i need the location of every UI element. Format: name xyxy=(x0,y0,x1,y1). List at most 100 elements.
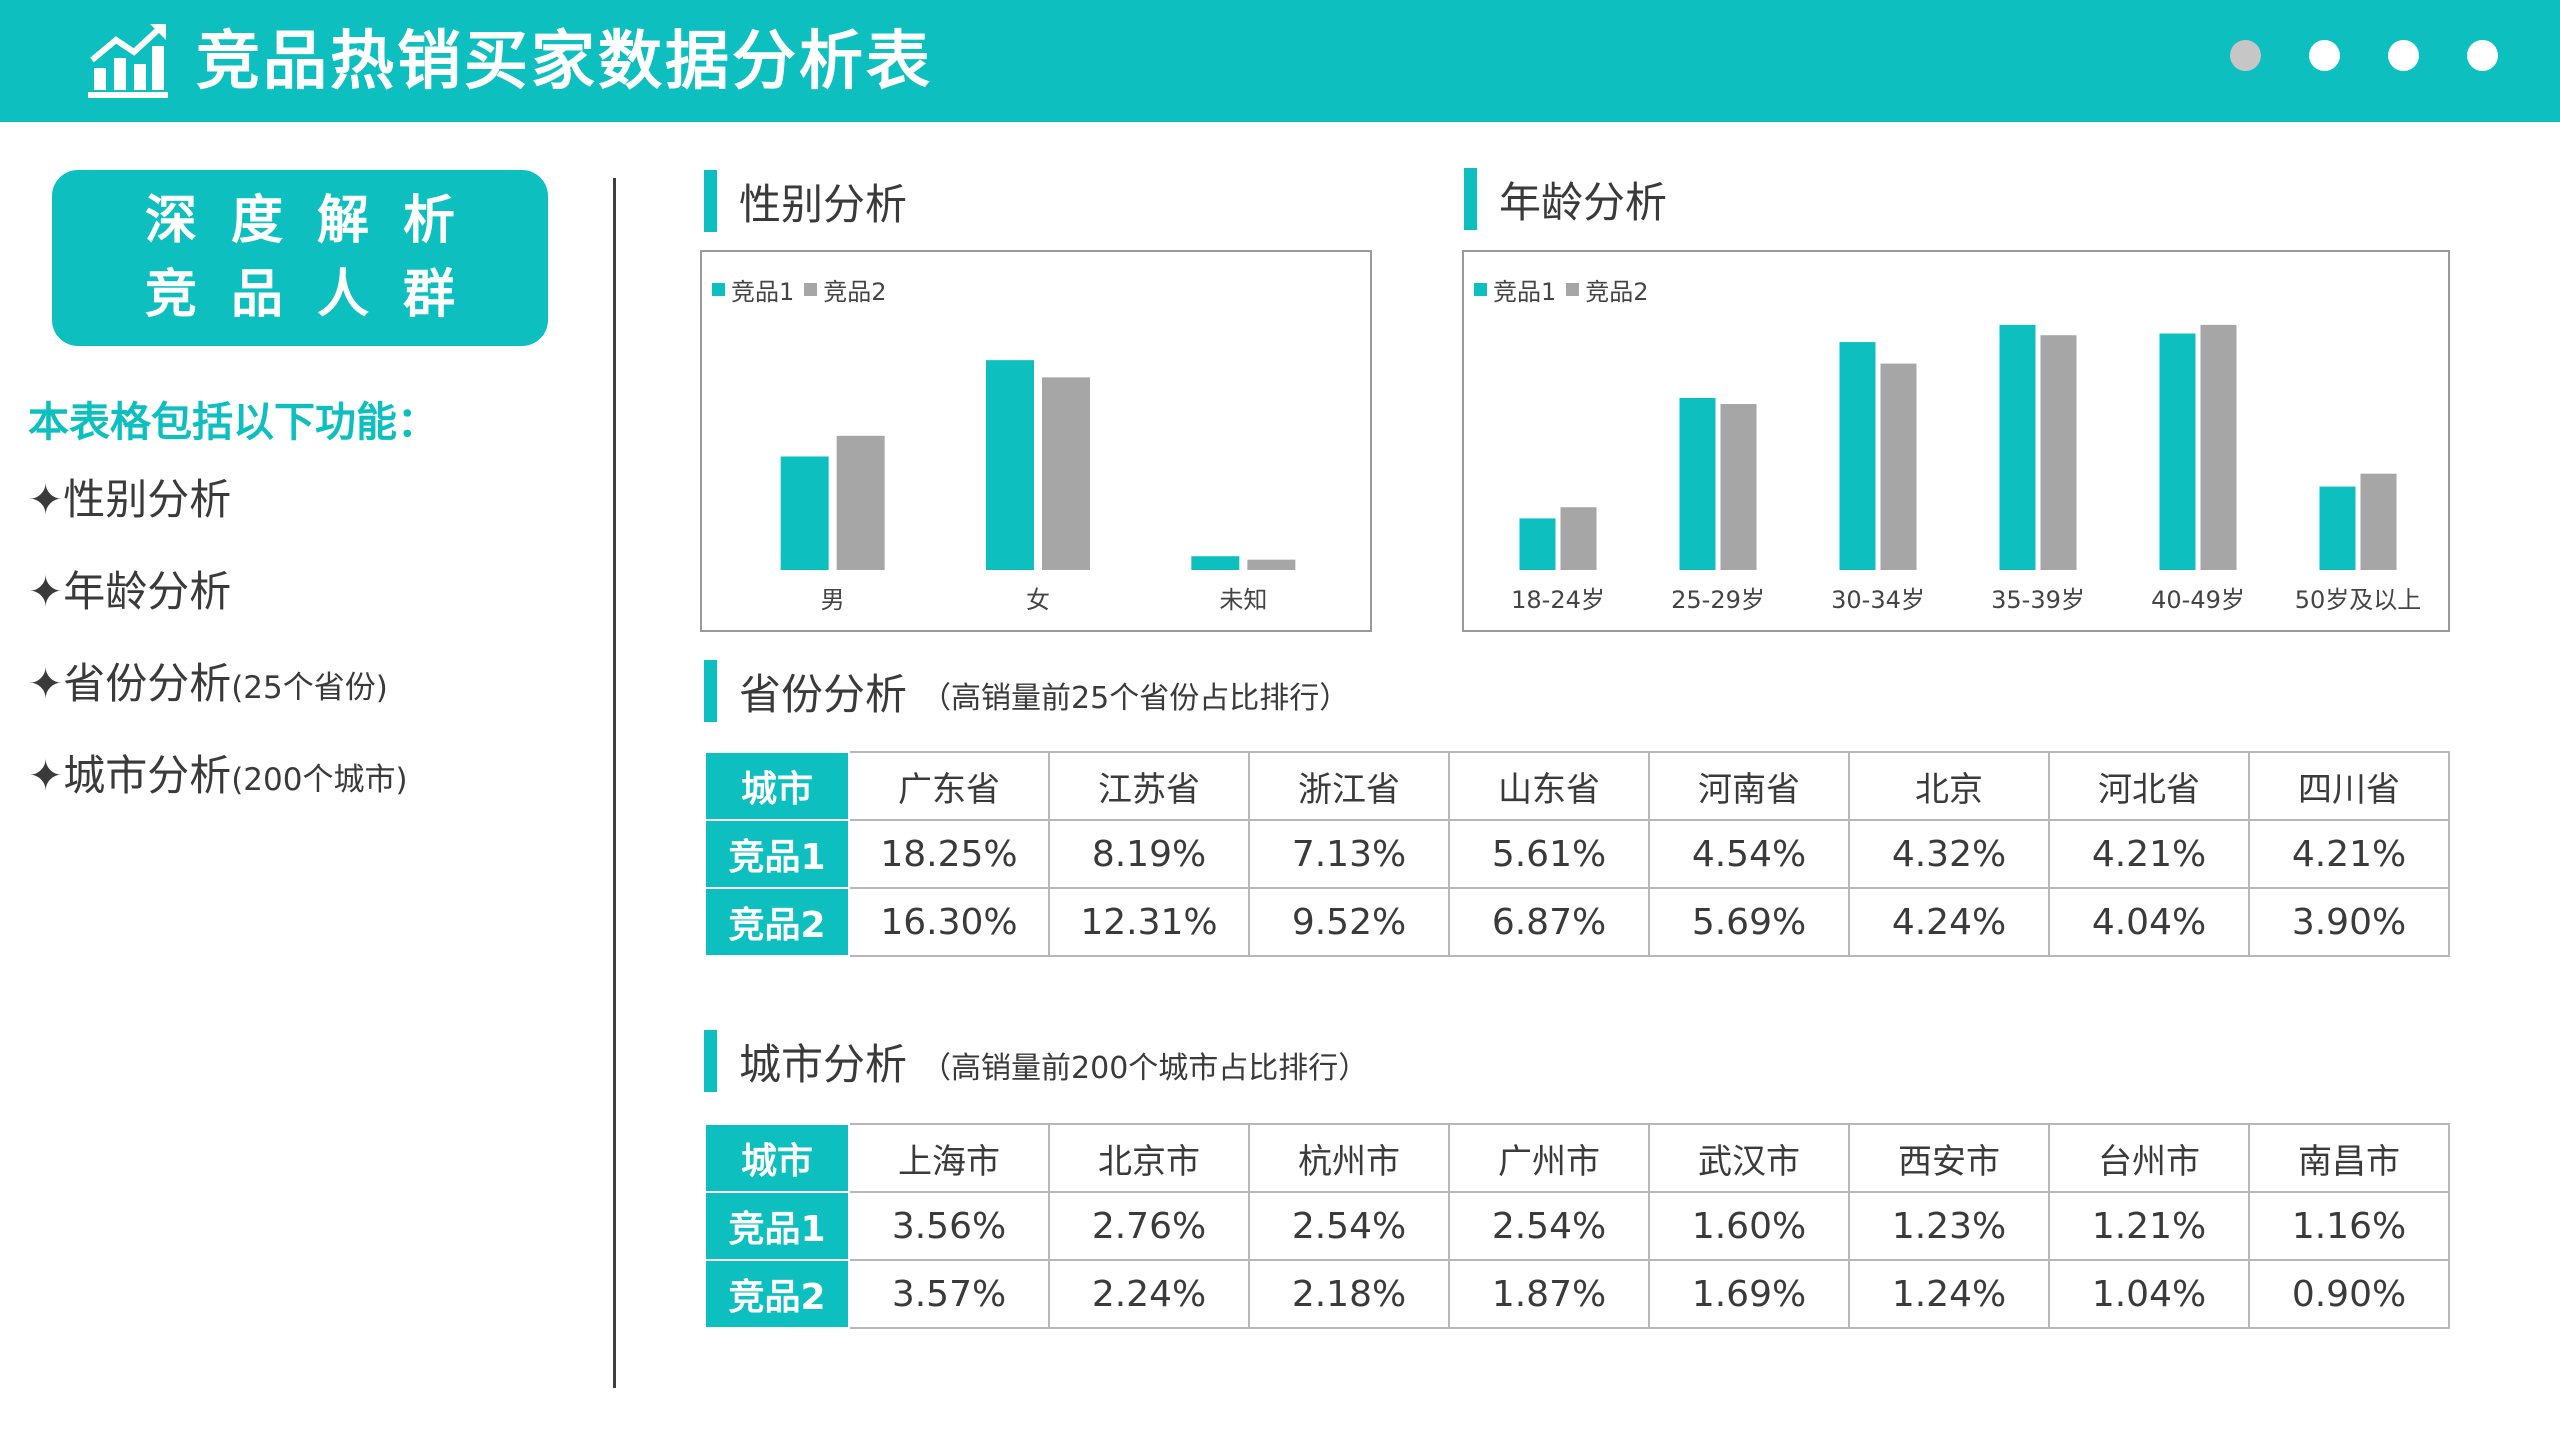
table-column-header: 武汉市 xyxy=(1648,1123,1850,1193)
table-column-header: 广东省 xyxy=(848,751,1050,821)
table-cell: 16.30% xyxy=(848,887,1050,957)
table-column-header: 上海市 xyxy=(848,1123,1050,1193)
table-row-header: 竞品2 xyxy=(704,887,850,957)
table-cell: 2.54% xyxy=(1248,1191,1450,1261)
table-column-header: 北京 xyxy=(1848,751,2050,821)
table-cell: 4.04% xyxy=(2048,887,2250,957)
table-row: 竞品1 18.25% 8.19% 7.13% 5.61% 4.54% 4.32% 4.21% 4… xyxy=(704,819,2450,889)
age-chart-plot: 18-24岁 25-29岁 30-34岁 35-39岁 40-49岁 50岁及以上 xyxy=(1511,324,2421,614)
province-table: 城市 广东省 江苏省 浙江省 山东省 河南省 北京 河北省 四川省 竞品1 18.25% 8.19% 7… xyxy=(704,751,2450,957)
table-row: 竞品2 16.30% 12.31% 9.52% 6.87% 5.69% 4.24% 4.04%… xyxy=(704,887,2450,957)
table-cell: 8.19% xyxy=(1048,819,1250,889)
section-accent-bar xyxy=(1464,168,1477,230)
divider-line xyxy=(613,178,616,1388)
table-row-header: 竞品1 xyxy=(704,819,850,889)
section-subtitle: （高销量前200个城市占比排行） xyxy=(921,1051,1369,1086)
table-cell: 5.61% xyxy=(1448,819,1650,889)
category-label: 30-34岁 xyxy=(1831,586,1925,614)
feature-label: ✦城市分析 xyxy=(28,751,232,800)
legend-swatch xyxy=(1566,283,1580,296)
chart-trend-icon xyxy=(88,24,168,98)
header-bar: 竞品热销买家数据分析表 xyxy=(0,0,2560,122)
section-title-province: 省份分析 （高销量前25个省份占比排行） xyxy=(704,660,1349,722)
table-cell: 1.60% xyxy=(1648,1191,1850,1261)
table-row-header: 竞品1 xyxy=(704,1191,850,1261)
legend-label: 竞品2 xyxy=(823,278,887,306)
feature-note: (200个城市) xyxy=(231,762,408,798)
legend-label: 竞品2 xyxy=(1585,278,1649,306)
legend-label: 竞品1 xyxy=(1493,278,1557,306)
chart-legend: 竞品1 竞品2 xyxy=(1474,272,1659,307)
section-title-text: 城市分析 xyxy=(739,1039,908,1089)
page-dots xyxy=(2230,40,2498,71)
gender-chart-plot: 男 女 未知 xyxy=(780,360,1296,614)
table-column-header: 四川省 xyxy=(2248,751,2450,821)
feature-label: ✦省份分析 xyxy=(28,659,232,708)
table-column-header: 河北省 xyxy=(2048,751,2250,821)
bar-2-0 xyxy=(836,435,885,570)
age-chart: 竞品1 竞品2 18-24岁 25-29岁 30-34岁 35-39岁 40-49岁 50… xyxy=(1462,250,2450,632)
table-cell: 2.24% xyxy=(1048,1259,1250,1329)
table-column-header: 北京市 xyxy=(1048,1123,1250,1193)
table-column-header: 西安市 xyxy=(1848,1123,2050,1193)
feature-item-gender: ✦性别分析 xyxy=(28,466,231,527)
feature-item-age: ✦年龄分析 xyxy=(28,558,231,619)
section-accent-bar xyxy=(704,1030,717,1092)
feature-note: (25个省份) xyxy=(231,670,388,706)
category-label: 35-39岁 xyxy=(1991,586,2085,614)
table-cell: 18.25% xyxy=(848,819,1050,889)
bar-1-5 xyxy=(2319,486,2356,570)
table-cell: 3.56% xyxy=(848,1191,1050,1261)
table-column-header: 南昌市 xyxy=(2248,1123,2450,1193)
page-dot-2[interactable] xyxy=(2309,40,2340,71)
table-cell: 2.18% xyxy=(1248,1259,1450,1329)
section-title-age: 年龄分析 xyxy=(1464,168,1667,230)
badge-line-1: 深度解析 xyxy=(144,191,489,251)
table-cell: 3.57% xyxy=(848,1259,1050,1329)
bar-2-0 xyxy=(1560,507,1597,570)
table-cell: 9.52% xyxy=(1248,887,1450,957)
category-label: 男 xyxy=(821,586,845,614)
table-cell: 5.69% xyxy=(1648,887,1850,957)
table-cell: 1.69% xyxy=(1648,1259,1850,1329)
table-cell: 4.21% xyxy=(2248,819,2450,889)
table-column-header: 杭州市 xyxy=(1248,1123,1450,1193)
bar-2-5 xyxy=(2360,473,2397,570)
insight-badge: 深度解析 竞品人群 xyxy=(52,170,548,346)
section-subtitle: （高销量前25个省份占比排行） xyxy=(921,681,1350,716)
bar-1-3 xyxy=(1999,324,2036,570)
page-dot-4[interactable] xyxy=(2467,40,2498,71)
legend-swatch xyxy=(804,283,818,296)
bar-2-3 xyxy=(2040,335,2077,570)
bar-1-2 xyxy=(1191,556,1240,570)
feature-item-province: ✦省份分析(25个省份) xyxy=(28,650,388,711)
chart-legend: 竞品1 竞品2 xyxy=(712,272,897,307)
table-cell: 1.21% xyxy=(2048,1191,2250,1261)
table-column-header: 河南省 xyxy=(1648,751,1850,821)
bar-1-1 xyxy=(1679,398,1716,570)
category-label: 18-24岁 xyxy=(1511,586,1605,614)
section-accent-bar xyxy=(704,170,717,232)
page-dot-1[interactable] xyxy=(2230,40,2261,71)
bar-2-1 xyxy=(1720,404,1757,570)
badge-line-2: 竞品人群 xyxy=(144,265,489,325)
table-cell: 2.76% xyxy=(1048,1191,1250,1261)
category-label: 女 xyxy=(1026,586,1050,614)
city-table: 城市 上海市 北京市 杭州市 广州市 武汉市 西安市 台州市 南昌市 竞品1 3.56% 2.76% 2… xyxy=(704,1123,2450,1329)
feature-label: ✦性别分析 xyxy=(28,475,232,524)
category-label: 40-49岁 xyxy=(2151,586,2245,614)
section-accent-bar xyxy=(704,660,717,722)
bar-1-0 xyxy=(1519,518,1556,570)
page-dot-3[interactable] xyxy=(2388,40,2419,71)
table-cell: 4.24% xyxy=(1848,887,2050,957)
bar-1-1 xyxy=(986,360,1034,570)
feature-label: ✦年龄分析 xyxy=(28,567,232,616)
table-cell: 7.13% xyxy=(1248,819,1450,889)
table-cell: 4.32% xyxy=(1848,819,2050,889)
table-column-header: 江苏省 xyxy=(1048,751,1250,821)
table-cell: 1.24% xyxy=(1848,1259,2050,1329)
features-title: 本表格包括以下功能： xyxy=(28,398,438,446)
table-column-header: 广州市 xyxy=(1448,1123,1650,1193)
bar-2-2 xyxy=(1880,363,1917,570)
bar-2-4 xyxy=(2200,324,2237,570)
